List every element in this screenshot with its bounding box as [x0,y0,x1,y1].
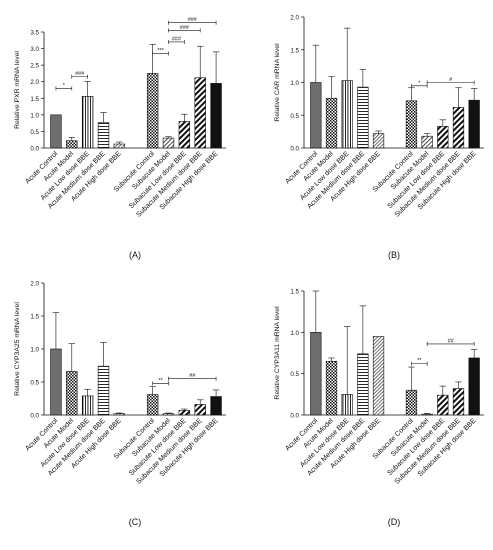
y-tick-label: 2.0 [30,79,39,86]
y-tick-label: 1.0 [30,347,39,354]
y-tick-label: 1.5 [290,47,299,54]
y-tick-label: 1.0 [290,80,299,87]
significance-label: ### [188,17,198,23]
bar [146,394,159,416]
y-tick-label: 3.5 [30,30,39,37]
bar [452,107,465,149]
significance-label: ## [189,373,196,379]
significance-label: ### [172,36,182,42]
bar [210,83,222,149]
bar [310,82,322,149]
significance-label: * [63,83,66,89]
y-tick-label: 1.5 [290,289,299,296]
y-tick-label: 1.0 [290,330,299,337]
significance-label: # [449,77,453,83]
bar [66,371,78,416]
significance-label: ### [180,25,190,31]
panel-label: (D) [388,517,401,527]
bar [325,360,338,416]
significance-label: ## [448,338,455,344]
panel-label: (B) [388,250,400,260]
bar [372,336,385,416]
y-tick-label: 0.0 [290,146,299,153]
significance-label: ** [158,378,163,384]
bar [437,126,449,149]
bar [178,121,191,149]
panel-1: 0.0 0.5 1.0 1.5 2.0 2.5 3.0 3.5 Relative PXR mRN… [14,17,226,260]
y-tick-label: 0.0 [30,146,39,153]
y-tick-label: 3.0 [30,46,39,53]
bar [468,99,480,149]
bar [97,365,110,416]
significance-label: * [418,80,421,86]
bar [97,122,110,149]
bar [50,114,62,149]
significance-label: *** [157,48,164,54]
bar [162,413,175,416]
bar [341,394,353,416]
y-tick-label: 0.0 [290,413,299,420]
bar [357,353,369,416]
bar [210,396,222,416]
bar [162,137,175,149]
bar [452,388,465,416]
bar [113,143,126,149]
y-tick-label: 2.0 [290,15,299,22]
bar [146,73,159,149]
y-tick-label: 0.5 [290,113,299,120]
bar [194,404,206,416]
bar [194,77,206,149]
bar [81,95,94,149]
panel-label: (A) [129,250,141,260]
y-tick-label: 0.5 [30,129,39,136]
bar [66,140,78,149]
panel-label: (C) [129,517,142,527]
bar [357,86,369,149]
y-axis-label: Relative CAR mRNA level [274,43,281,122]
y-tick-label: 1.0 [30,112,39,119]
y-axis-label: Relative CYP3A25 mRNA level [14,302,21,396]
y-tick-label: 0.0 [30,413,39,420]
bar [468,357,480,416]
y-tick-label: 2.0 [30,281,39,288]
significance-label: ### [75,71,85,77]
bar [372,133,385,149]
bar [113,413,126,416]
bar [50,348,62,416]
bar [178,410,191,416]
bar [325,97,338,149]
y-tick-label: 0.5 [290,371,299,378]
bar [437,394,449,416]
y-tick-label: 0.5 [30,380,39,387]
panel-3: 0.0 0.5 1.0 1.5 2.0 Relative CYP3A25 mRNA lev… [14,281,226,527]
bar [341,80,353,149]
bar [421,135,433,149]
bar [405,389,418,416]
y-axis-label: Relative PXR mRNA level [14,51,21,129]
bar [421,413,433,416]
bar [310,332,322,416]
bar [81,395,94,416]
y-tick-label: 1.5 [30,96,39,103]
y-axis-label: Relative CYP3A11 mRNA level [274,306,281,400]
y-tick-label: 1.5 [30,314,39,321]
bar [405,100,418,149]
significance-label: ** [417,358,422,364]
y-tick-label: 2.5 [30,63,39,70]
